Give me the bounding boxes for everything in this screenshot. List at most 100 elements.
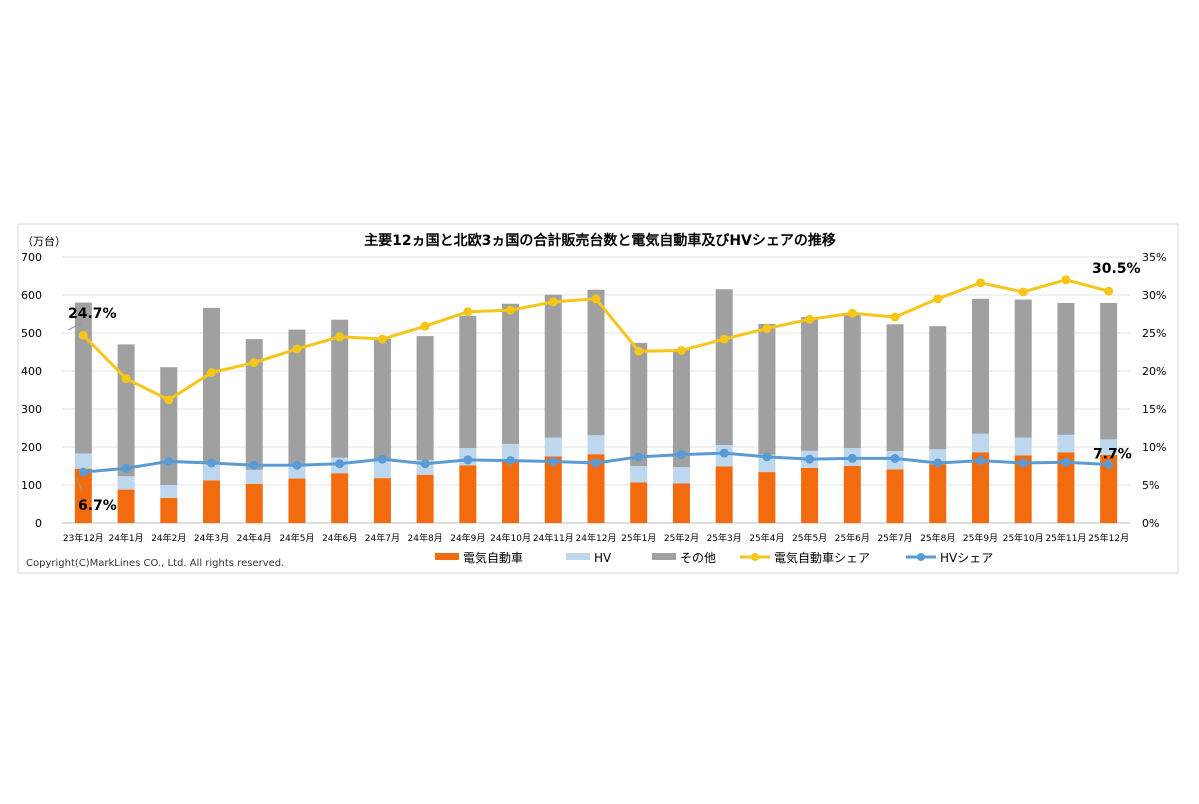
x-tick-label: 25年5月 (792, 532, 827, 544)
x-tick-label: 24年10月 (490, 532, 531, 544)
copyright: Copyright(C)MarkLines CO., Ltd. All righ… (26, 558, 284, 569)
point-HVシェア (1104, 459, 1114, 469)
x-tick-label: 24年6月 (322, 532, 357, 544)
point-電気自動車シェア (121, 374, 131, 384)
bar-その他 (373, 338, 391, 461)
bar-HV (1100, 439, 1118, 455)
legend-swatch (566, 553, 590, 560)
bar-電気自動車 (117, 489, 135, 523)
x-tick-label: 25年3月 (707, 532, 742, 544)
point-電気自動車シェア (805, 314, 815, 324)
point-HVシェア (78, 467, 88, 477)
x-tick-label: 25年1月 (621, 532, 656, 544)
bar-その他 (245, 339, 263, 470)
bar-その他 (587, 289, 605, 436)
bar-HV (245, 469, 263, 484)
point-電気自動車シェア (1061, 275, 1071, 285)
point-HVシェア (591, 458, 601, 468)
bar-電気自動車 (459, 465, 477, 523)
point-HVシェア (335, 459, 345, 469)
bar-その他 (843, 315, 861, 449)
bar-その他 (288, 329, 306, 465)
y-tick-label: 500 (21, 327, 42, 340)
legend-label: その他 (680, 551, 716, 565)
bar-電気自動車 (203, 480, 221, 523)
point-HVシェア (121, 463, 131, 473)
bar-電気自動車 (331, 473, 349, 523)
point-電気自動車シェア (292, 344, 302, 354)
point-電気自動車シェア (377, 334, 387, 344)
bar-電気自動車 (544, 456, 562, 523)
x-tick-label: 25年11月 (1045, 532, 1086, 544)
point-電気自動車シェア (847, 308, 857, 318)
point-HVシェア (292, 460, 302, 470)
bar-その他 (160, 367, 178, 485)
y2-tick-label: 15% (1142, 403, 1166, 416)
bar-その他 (886, 324, 904, 452)
x-tick-label: 23年12月 (63, 532, 104, 544)
x-tick-label: 25年12月 (1088, 532, 1129, 544)
bar-その他 (715, 289, 733, 446)
point-HVシェア (933, 458, 943, 468)
point-HVシェア (975, 456, 985, 466)
bar-HV (630, 466, 648, 483)
chart-title: 主要12ヵ国と北欧3ヵ国の合計販売台数と電気自動車及びHVシェアの推移 (364, 232, 836, 249)
y2-tick-label: 20% (1142, 365, 1166, 378)
bar-電気自動車 (630, 482, 648, 523)
bar-電気自動車 (587, 454, 605, 523)
legend-label: 電気自動車シェア (774, 550, 870, 565)
y-tick-label: 300 (21, 403, 42, 416)
y2-tick-label: 10% (1142, 441, 1166, 454)
bar-電気自動車 (502, 461, 520, 523)
point-電気自動車シェア (933, 294, 943, 304)
legend-marker (917, 553, 925, 561)
y-tick-label: 700 (21, 251, 42, 264)
bar-電気自動車 (1057, 452, 1075, 523)
point-電気自動車シェア (78, 330, 88, 340)
y2-tick-label: 25% (1142, 327, 1166, 340)
x-tick-label: 24年1月 (108, 532, 143, 544)
point-HVシェア (676, 450, 686, 460)
x-tick-label: 25年8月 (920, 532, 955, 544)
point-電気自動車シェア (249, 358, 259, 368)
y-tick-label: 400 (21, 365, 42, 378)
point-電気自動車シェア (506, 305, 516, 315)
point-電気自動車シェア (548, 297, 558, 307)
point-HVシェア (506, 456, 516, 466)
bar-その他 (672, 349, 690, 468)
point-HVシェア (207, 458, 217, 468)
point-電気自動車シェア (463, 307, 473, 317)
bar-その他 (203, 307, 221, 463)
bar-HV (203, 462, 221, 481)
bar-その他 (331, 319, 349, 458)
x-tick-label: 25年10月 (1003, 532, 1044, 544)
bar-電気自動車 (886, 469, 904, 523)
y2-tick-label: 5% (1142, 479, 1159, 492)
bar-その他 (971, 298, 989, 434)
bar-HV (758, 454, 776, 473)
x-tick-label: 25年4月 (749, 532, 784, 544)
bar-その他 (1100, 302, 1118, 440)
bar-電気自動車 (1014, 455, 1032, 523)
point-HVシェア (1061, 457, 1071, 467)
annotation-hv-last: 7.7% (1093, 446, 1132, 462)
bar-電気自動車 (672, 483, 690, 523)
point-電気自動車シェア (762, 323, 772, 333)
bar-その他 (929, 326, 947, 450)
x-tick-label: 24年9月 (450, 532, 485, 544)
bar-その他 (1014, 299, 1032, 438)
x-tick-label: 25年9月 (963, 532, 998, 544)
y-axis-label: （万台） (22, 234, 66, 248)
point-電気自動車シェア (591, 294, 601, 304)
x-tick-label: 24年2月 (151, 532, 186, 544)
legend-label: HV (594, 551, 612, 565)
annotation-hv-first: 6.7% (78, 498, 117, 514)
legend-swatch (652, 553, 676, 560)
bar-電気自動車 (416, 474, 434, 523)
bar-電気自動車 (715, 466, 733, 523)
x-tick-label: 24年12月 (576, 532, 617, 544)
point-HVシェア (634, 452, 644, 462)
point-HVシェア (548, 456, 558, 466)
point-HVシェア (249, 460, 259, 470)
